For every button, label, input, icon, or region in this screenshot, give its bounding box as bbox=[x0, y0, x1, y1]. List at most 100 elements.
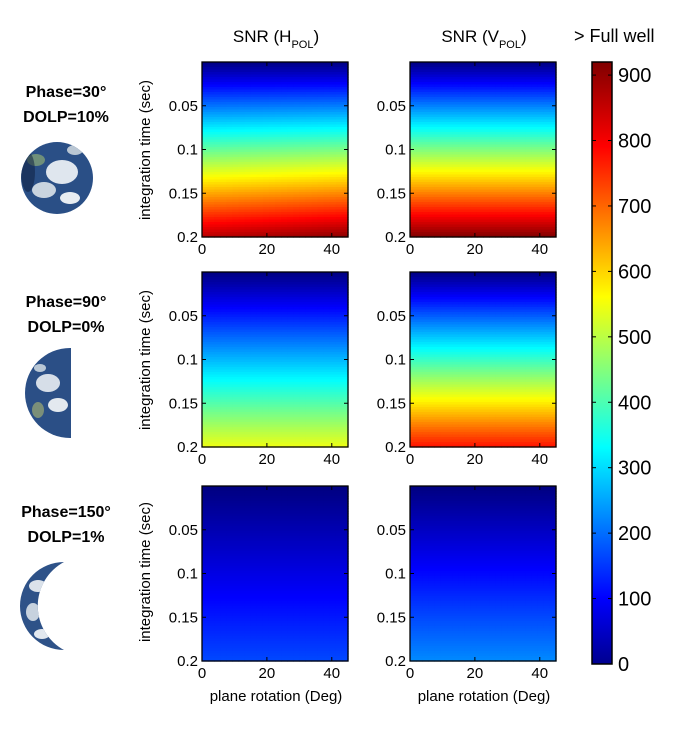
heatmap-cell bbox=[531, 162, 539, 166]
heatmap-cell bbox=[287, 97, 294, 101]
heatmap-cell bbox=[244, 74, 252, 78]
heatmap-cell bbox=[329, 147, 337, 151]
heatmap-cell bbox=[287, 232, 294, 236]
heatmap-cell bbox=[275, 219, 282, 223]
heatmap-cell bbox=[256, 142, 264, 146]
heatmap-cell bbox=[458, 227, 466, 231]
heatmap-cell bbox=[470, 162, 478, 166]
heatmap-cell bbox=[287, 272, 294, 276]
heatmap-cell bbox=[495, 127, 502, 131]
heatmap-cell bbox=[335, 184, 343, 188]
heatmap-cell bbox=[220, 284, 227, 288]
heatmap-cell bbox=[489, 72, 496, 76]
heatmap-cell bbox=[305, 64, 313, 68]
heatmap-cell bbox=[519, 152, 527, 156]
heatmap-cell bbox=[202, 92, 209, 96]
heatmap-cell bbox=[495, 152, 502, 156]
heatmap-cell bbox=[410, 74, 417, 78]
heatmap-cell bbox=[214, 209, 221, 213]
heatmap-cell bbox=[434, 94, 442, 98]
heatmap-cell bbox=[416, 162, 423, 166]
heatmap-cell bbox=[214, 127, 221, 131]
heatmap-cell bbox=[428, 62, 435, 66]
heatmap-cell bbox=[489, 169, 496, 173]
heatmap-cell bbox=[238, 72, 246, 76]
heatmap-cell bbox=[323, 277, 331, 281]
heatmap-cell bbox=[483, 149, 490, 153]
heatmap-cell bbox=[287, 287, 294, 291]
heatmap-cell bbox=[519, 202, 527, 206]
heatmap-cell bbox=[464, 202, 472, 206]
heatmap-cell bbox=[281, 109, 288, 113]
heatmap-cell bbox=[262, 147, 270, 151]
heatmap-cell bbox=[519, 79, 527, 83]
heatmap-cell bbox=[202, 64, 209, 68]
heatmap-cell bbox=[422, 112, 429, 116]
heatmap-cell bbox=[238, 119, 246, 123]
heatmap-cell bbox=[341, 99, 349, 103]
heatmap-cell bbox=[483, 202, 490, 206]
heatmap-cell bbox=[470, 82, 478, 86]
y-tick-label: 0.2 bbox=[385, 229, 406, 246]
heatmap-cell bbox=[543, 207, 551, 211]
heatmap-cell bbox=[268, 154, 276, 158]
heatmap-cell bbox=[262, 169, 270, 173]
heatmap-cell bbox=[464, 182, 472, 186]
heatmap-cell bbox=[519, 134, 527, 138]
heatmap-cell bbox=[220, 67, 227, 71]
heatmap-cell bbox=[422, 184, 429, 188]
heatmap-cell bbox=[202, 229, 209, 233]
heatmap-cell bbox=[305, 197, 313, 201]
heatmap-cell bbox=[519, 64, 527, 68]
heatmap-cell bbox=[317, 197, 325, 201]
heatmap-cell bbox=[422, 117, 429, 121]
heatmap-cell bbox=[434, 132, 442, 136]
heatmap-cell bbox=[507, 94, 515, 98]
heatmap-cell bbox=[262, 149, 270, 153]
heatmap-cell bbox=[470, 222, 478, 226]
heatmap-cell bbox=[317, 219, 325, 223]
heatmap-cell bbox=[262, 289, 270, 293]
heatmap-cell bbox=[238, 109, 246, 113]
heatmap-cell bbox=[232, 287, 240, 291]
heatmap-cell bbox=[293, 224, 300, 228]
heatmap-cell bbox=[220, 274, 227, 278]
heatmap-cell bbox=[434, 119, 442, 123]
heatmap-cell bbox=[281, 169, 288, 173]
heatmap-cell bbox=[519, 142, 527, 146]
heatmap-cell bbox=[434, 82, 442, 86]
heatmap-cell bbox=[422, 92, 429, 96]
heatmap-cell bbox=[483, 117, 490, 121]
heatmap-cell bbox=[202, 189, 209, 193]
heatmap-cell bbox=[208, 69, 215, 73]
heatmap-cell bbox=[275, 79, 282, 83]
heatmap-cell bbox=[531, 192, 539, 196]
heatmap-cell bbox=[537, 202, 545, 206]
heatmap-cell bbox=[416, 144, 423, 148]
heatmap-cell bbox=[543, 217, 551, 221]
heatmap-cell bbox=[525, 217, 533, 221]
heatmap-cell bbox=[464, 102, 472, 106]
heatmap-cell bbox=[256, 127, 264, 131]
heatmap-cell bbox=[452, 114, 460, 118]
heatmap-cell bbox=[287, 274, 294, 278]
heatmap-cell bbox=[329, 107, 337, 111]
heatmap-cell bbox=[305, 144, 313, 148]
heatmap-cell bbox=[513, 137, 521, 141]
heatmap-cell bbox=[543, 224, 551, 228]
heatmap-cell bbox=[458, 152, 466, 156]
y-tick-label: 0.2 bbox=[177, 229, 198, 246]
heatmap-cell bbox=[226, 92, 234, 96]
heatmap-cell bbox=[262, 164, 270, 168]
heatmap-cell bbox=[311, 212, 319, 216]
heatmap-cell bbox=[543, 69, 551, 73]
heatmap-cell bbox=[208, 184, 215, 188]
heatmap-cell bbox=[268, 129, 276, 133]
heatmap-cell bbox=[537, 79, 545, 83]
heatmap-cell bbox=[293, 222, 300, 226]
heatmap-cell bbox=[531, 77, 539, 81]
heatmap-cell bbox=[428, 79, 435, 83]
heatmap-cell bbox=[416, 124, 423, 128]
heatmap-cell bbox=[489, 189, 496, 193]
heatmap-cell bbox=[470, 217, 478, 221]
